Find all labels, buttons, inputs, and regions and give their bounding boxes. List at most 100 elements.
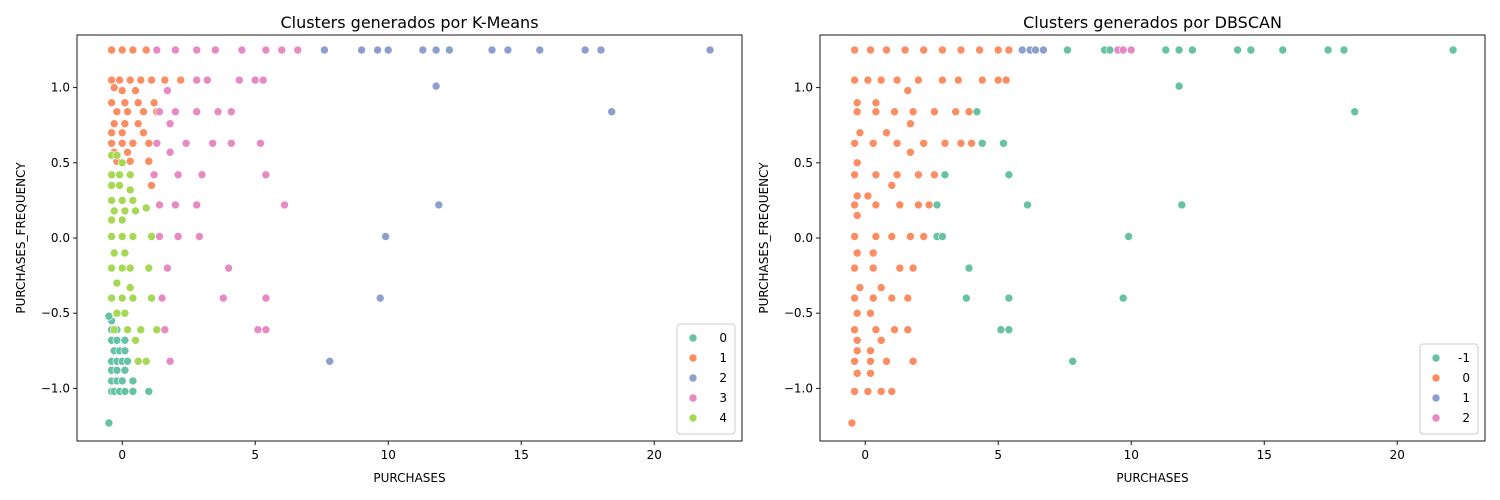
point-series-3 <box>171 107 180 116</box>
point-series-4 <box>141 203 151 213</box>
point-series-1 <box>123 107 132 116</box>
chart-title: Clusters generados por DBSCAN <box>1023 13 1282 32</box>
legend-entry: 2 <box>1462 411 1470 425</box>
point-series-2 <box>320 45 329 55</box>
point-series-3 <box>261 293 271 303</box>
point-series-3 <box>227 107 236 116</box>
point-series-0 <box>919 139 929 148</box>
point-series-0 <box>850 139 859 148</box>
point-series-3 <box>192 107 201 116</box>
legend-entry: 1 <box>1462 391 1470 405</box>
chart-title: Clusters generados por K-Means <box>280 13 538 32</box>
y-tick-label: −1.0 <box>784 381 813 395</box>
legend-box <box>1419 343 1479 435</box>
point-series-0 <box>120 346 130 356</box>
point-series-0 <box>887 181 897 190</box>
point-series-0 <box>953 75 963 85</box>
point-series-0 <box>852 248 862 258</box>
point-series-4 <box>128 196 138 205</box>
point-series-3 <box>261 45 271 55</box>
legend-entry: -1 <box>1458 351 1470 365</box>
point-series-3 <box>197 170 207 180</box>
point-series--1 <box>1063 45 1072 55</box>
point-series-4 <box>144 263 154 273</box>
point-series-3 <box>181 139 191 148</box>
y-axis-label: PURCHASES_FREQUENCY <box>14 162 28 314</box>
point-series-0 <box>993 75 1003 85</box>
point-series-0 <box>852 191 862 201</box>
point-series-0 <box>975 45 984 55</box>
point-series-3 <box>173 170 183 180</box>
point-series--1 <box>1004 170 1014 180</box>
point-series-3 <box>261 325 271 335</box>
point-series-0 <box>906 232 915 241</box>
point-series-1 <box>133 98 143 107</box>
point-series-4 <box>128 293 138 303</box>
point-series-4 <box>125 170 135 180</box>
point-series-4 <box>109 325 119 335</box>
point-series-0 <box>890 107 899 116</box>
point-series-0 <box>850 356 859 366</box>
point-series--1 <box>1448 45 1458 55</box>
point-series-0 <box>852 158 862 168</box>
point-series-0 <box>120 365 130 375</box>
point-series--1 <box>1068 356 1077 366</box>
point-series-1 <box>107 98 116 107</box>
point-series-0 <box>128 376 138 386</box>
point-series-0 <box>852 335 862 345</box>
point-series-0 <box>900 45 910 55</box>
point-series-1 <box>117 86 127 95</box>
point-series-1 <box>160 75 170 85</box>
point-series-1 <box>149 98 159 107</box>
point-series-4 <box>141 356 151 366</box>
point-series-3 <box>261 170 271 180</box>
point-series-3 <box>219 293 228 303</box>
point-series-1 <box>107 139 116 148</box>
point-series-0 <box>112 365 122 375</box>
point-series-0 <box>903 293 913 303</box>
point-series-1 <box>107 75 116 85</box>
point-series-0 <box>850 263 859 273</box>
point-series-4 <box>112 308 122 318</box>
point-series-3 <box>173 232 183 241</box>
point-series-4 <box>112 151 122 160</box>
point-series-0 <box>895 263 905 273</box>
legend: 0 1 2 3 4 <box>676 323 736 435</box>
point-series-2 <box>373 45 382 55</box>
point-series-4 <box>136 325 146 335</box>
x-tick-label: 5 <box>994 448 1002 462</box>
point-series-3 <box>253 325 263 335</box>
point-series-2 <box>503 45 513 55</box>
point-series-0 <box>951 107 961 116</box>
point-series-3 <box>163 263 172 273</box>
x-tick-label: 5 <box>251 448 259 462</box>
point-series-2 <box>357 45 366 55</box>
point-series-1 <box>133 119 143 128</box>
point-series-0 <box>892 170 902 180</box>
legend-entry: 0 <box>719 331 727 345</box>
legend-entry: 2 <box>719 371 727 385</box>
point-series-0 <box>868 293 878 303</box>
y-tick-label: 0.0 <box>51 231 70 245</box>
point-series-1 <box>107 128 116 137</box>
point-series-4 <box>107 263 116 273</box>
point-series-0 <box>871 200 881 210</box>
point-series-3 <box>280 200 289 210</box>
x-tick-label: 0 <box>118 448 126 462</box>
point-series-4 <box>117 263 127 273</box>
point-series-0 <box>871 325 881 335</box>
point-series-1 <box>117 139 127 148</box>
y-tick-label: 0.0 <box>794 231 813 245</box>
point-series-0 <box>863 75 873 85</box>
point-series-0 <box>855 283 865 292</box>
y-tick-label: −0.5 <box>41 306 70 320</box>
point-series-0 <box>887 387 897 396</box>
point-series-3 <box>227 139 236 148</box>
legend-entry: 4 <box>719 411 727 425</box>
point-series-1 <box>141 45 151 55</box>
point-series-1 <box>112 107 122 116</box>
point-series-3 <box>213 107 223 116</box>
point-series-0 <box>112 335 122 345</box>
point-series-3 <box>203 75 212 85</box>
y-tick-label: 0.5 <box>51 156 70 170</box>
